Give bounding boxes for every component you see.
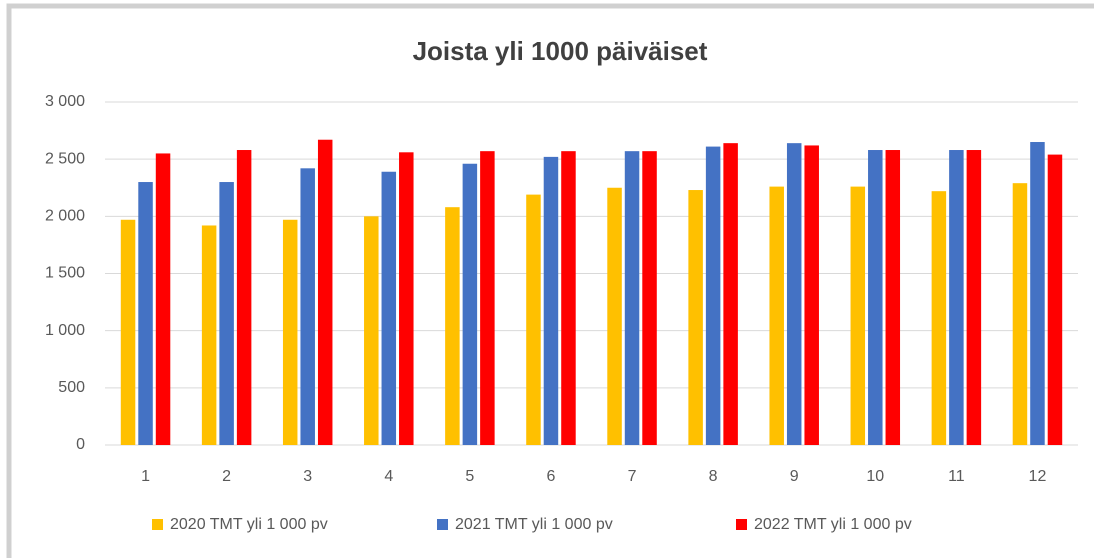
x-tick-label: 5 xyxy=(465,468,474,485)
bar xyxy=(526,194,541,445)
x-tick-label: 1 xyxy=(141,468,150,485)
bar xyxy=(949,150,964,445)
chart-title: Joista yli 1000 päiväiset xyxy=(413,36,708,66)
bar xyxy=(723,143,738,445)
bar xyxy=(120,219,136,445)
x-tick-label: 11 xyxy=(948,468,965,485)
legend-swatch xyxy=(437,519,448,530)
x-tick-label: 7 xyxy=(628,468,637,485)
bar xyxy=(885,150,901,445)
x-tick-label: 6 xyxy=(547,468,556,485)
x-tick-label: 9 xyxy=(790,468,799,485)
bar xyxy=(850,186,866,445)
bar xyxy=(561,151,576,445)
legend-label: 2022 TMT yli 1 000 pv xyxy=(754,516,912,533)
bar xyxy=(931,191,947,445)
y-tick-label: 2 500 xyxy=(45,150,85,167)
bar xyxy=(219,182,234,446)
y-tick-label: 2 000 xyxy=(45,208,85,225)
y-tick-label: 3 000 xyxy=(45,93,85,110)
legend-swatch xyxy=(736,519,747,530)
bar xyxy=(786,143,802,445)
bar xyxy=(543,156,559,445)
x-tick-label: 3 xyxy=(303,468,312,485)
bar xyxy=(705,146,721,445)
bar xyxy=(300,168,315,445)
legend-label: 2020 TMT yli 1 000 pv xyxy=(170,516,328,533)
legend-swatch xyxy=(152,519,163,530)
bar xyxy=(317,139,333,446)
bar xyxy=(480,151,495,445)
bar xyxy=(445,207,460,445)
bar xyxy=(364,216,379,445)
x-tick-label: 8 xyxy=(709,468,718,485)
y-tick-label: 1 500 xyxy=(45,265,85,282)
bar xyxy=(769,186,784,445)
bar xyxy=(1030,142,1045,445)
bar xyxy=(138,182,153,446)
x-tick-label: 2 xyxy=(222,468,231,485)
bar xyxy=(868,150,883,445)
y-tick-label: 500 xyxy=(58,379,85,396)
bar xyxy=(966,150,982,445)
bar xyxy=(381,171,397,445)
bar xyxy=(399,152,414,445)
bar xyxy=(201,225,217,445)
y-tick-label: 1 000 xyxy=(45,322,85,339)
x-tick-label: 12 xyxy=(1029,468,1047,485)
bar xyxy=(462,163,478,446)
bar xyxy=(624,151,640,445)
bar xyxy=(236,150,252,445)
bar xyxy=(804,145,819,446)
bar xyxy=(607,187,622,445)
bar xyxy=(688,190,703,445)
x-tick-label: 10 xyxy=(866,468,884,485)
legend-label: 2021 TMT yli 1 000 pv xyxy=(455,516,613,533)
y-tick-label: 0 xyxy=(76,436,85,453)
x-tick-label: 4 xyxy=(384,468,393,485)
bar xyxy=(1047,154,1063,446)
bar xyxy=(282,219,298,445)
bar xyxy=(155,153,171,445)
bar xyxy=(1012,183,1028,445)
bar xyxy=(642,151,657,445)
